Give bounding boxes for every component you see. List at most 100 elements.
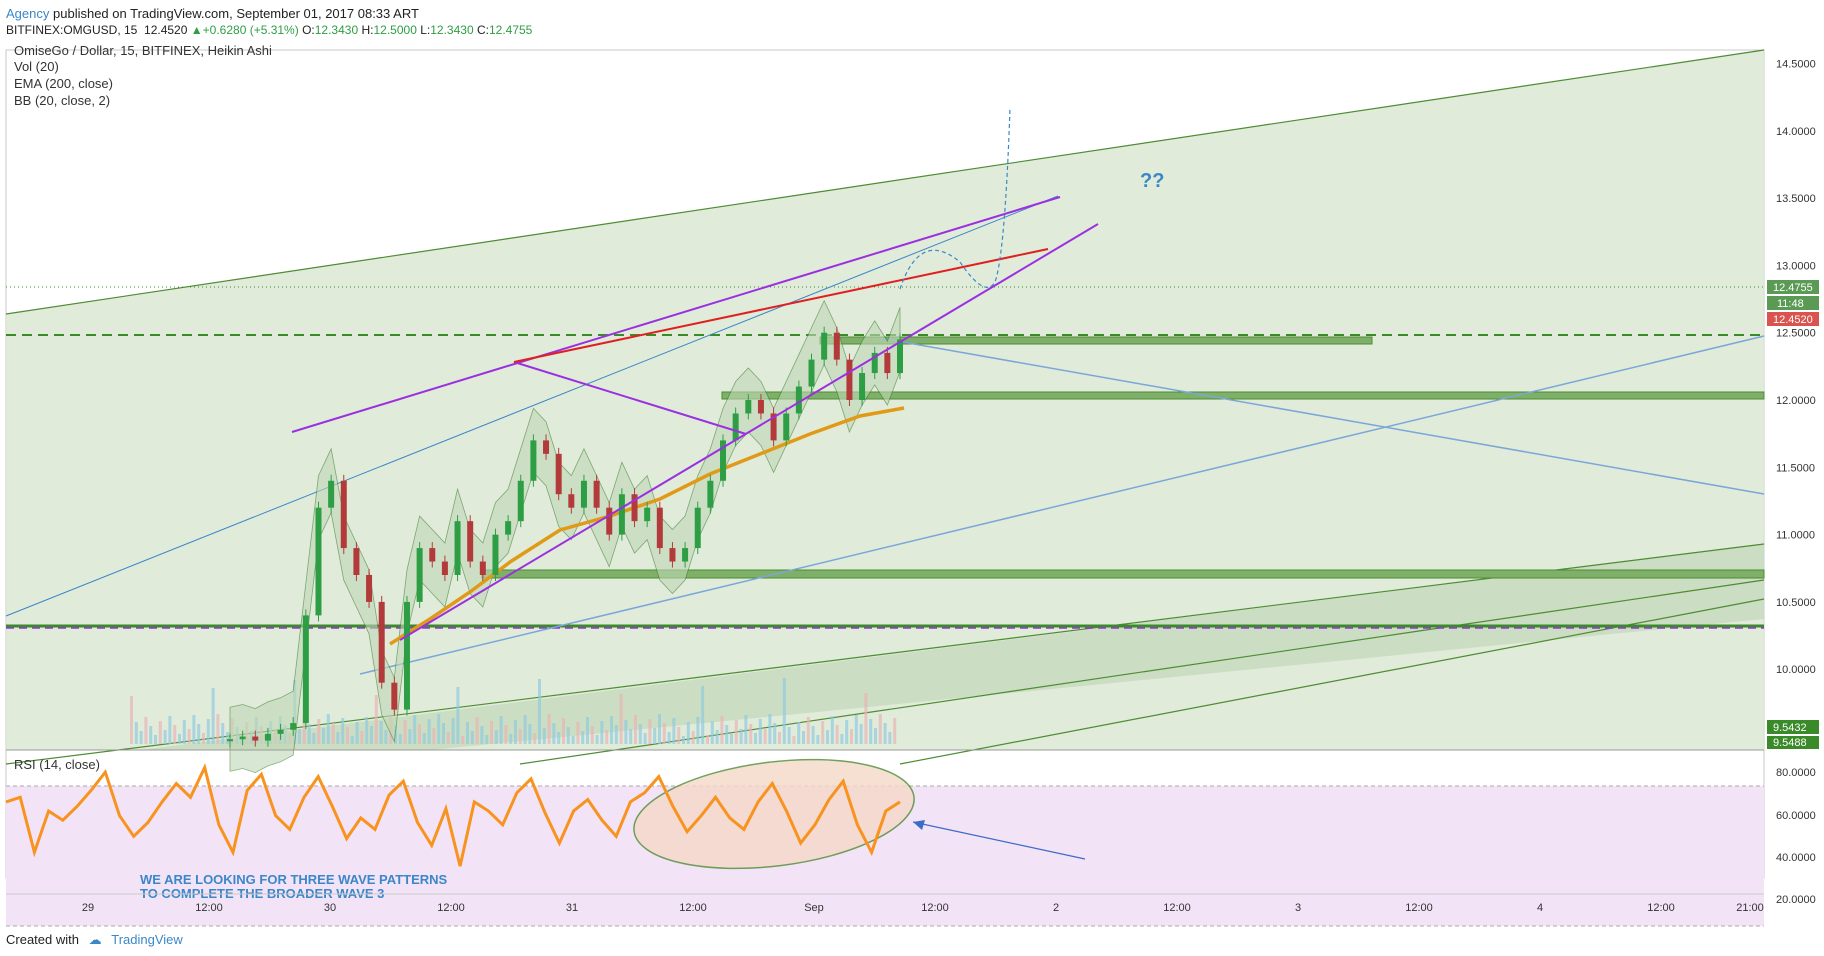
time-tick-14: 21:00 bbox=[1736, 902, 1764, 914]
volume-bar bbox=[768, 714, 772, 744]
trend-line-upper bbox=[5, 49, 1765, 315]
candle-body bbox=[682, 548, 689, 562]
support-zone-2 bbox=[721, 391, 1765, 400]
volume-bar bbox=[494, 730, 498, 744]
volume-bar bbox=[422, 733, 426, 744]
volume-bar bbox=[518, 729, 522, 744]
volume-bar bbox=[888, 732, 892, 744]
volume-bar bbox=[312, 733, 316, 744]
chart-canvas[interactable]: ?? OmiseGo / Dollar, 15, BITFINEX, Heiki… bbox=[0, 44, 1824, 930]
candle-body bbox=[479, 561, 486, 575]
trend-line-lower-a bbox=[5, 543, 1765, 765]
rsi-tick-60: 60.0000 bbox=[1776, 810, 1816, 822]
level-b-badge bbox=[1767, 736, 1819, 749]
publisher-link[interactable]: Agency bbox=[6, 6, 50, 21]
volume-bar bbox=[610, 716, 613, 744]
volume-bar bbox=[509, 734, 513, 744]
candle-body bbox=[429, 548, 436, 562]
price-tick-7: 11.0000 bbox=[1776, 530, 1815, 542]
volume-bar bbox=[725, 725, 729, 744]
volume-bar bbox=[590, 726, 594, 744]
high-label: H: bbox=[361, 23, 374, 37]
close-label: C: bbox=[476, 23, 489, 37]
volume-bar bbox=[830, 716, 834, 744]
rsi-tick-80: 80.0000 bbox=[1776, 767, 1816, 779]
level-b-text: 9.5488 bbox=[1773, 737, 1807, 749]
volume-bar bbox=[360, 731, 364, 744]
volume-bar bbox=[158, 721, 162, 744]
volume-bar bbox=[854, 715, 858, 744]
volume-bar bbox=[816, 735, 820, 744]
candle-body bbox=[846, 359, 853, 400]
candle-body bbox=[694, 507, 701, 549]
volume-bar bbox=[734, 720, 738, 744]
volume-bar bbox=[782, 678, 786, 744]
volume-bar bbox=[197, 724, 201, 744]
candle-body bbox=[757, 400, 764, 414]
candle-body bbox=[808, 359, 815, 387]
candle-body bbox=[543, 440, 550, 454]
time-tick-0: 29 bbox=[82, 902, 94, 914]
candle-body bbox=[783, 413, 790, 441]
volume-bar bbox=[365, 717, 369, 744]
volume-bar bbox=[643, 733, 647, 744]
candle-body bbox=[859, 373, 866, 400]
flag-line bbox=[513, 361, 747, 435]
channel-lower-line bbox=[399, 223, 1099, 641]
candle-body bbox=[833, 332, 840, 360]
volume-bar bbox=[547, 714, 551, 744]
volume-bar bbox=[442, 723, 445, 744]
time-tick-12: 4 bbox=[1537, 902, 1543, 914]
channel-upper-line bbox=[291, 196, 1061, 433]
trend-zone-lower bbox=[140, 544, 1764, 750]
volume-bar bbox=[403, 720, 407, 744]
volume-bar bbox=[336, 732, 340, 744]
close-price-badge bbox=[1767, 280, 1819, 294]
volume-bar bbox=[456, 687, 460, 744]
volume-bar bbox=[317, 719, 321, 744]
volume-bar bbox=[739, 729, 743, 744]
blue-trendline-up bbox=[5, 195, 1059, 617]
volume-bar bbox=[787, 727, 791, 744]
chart-header: Agency published on TradingView.com, Sep… bbox=[0, 0, 1824, 44]
time-tick-13: 12:00 bbox=[1647, 902, 1675, 914]
candle-body bbox=[264, 733, 271, 741]
candle-body bbox=[884, 352, 891, 374]
candle-body bbox=[732, 413, 739, 441]
tradingview-cloud-icon: ☁ bbox=[88, 932, 102, 947]
price-tick-2: 13.5000 bbox=[1776, 193, 1816, 205]
candle-body bbox=[669, 548, 676, 562]
volume-bar bbox=[672, 718, 676, 744]
volume-bar bbox=[446, 732, 450, 744]
published-text: published on TradingView.com, September … bbox=[53, 6, 419, 21]
volume-bar bbox=[470, 731, 474, 744]
rsi-tick-20: 20.0000 bbox=[1776, 894, 1816, 906]
volume-bar bbox=[864, 693, 868, 744]
candle-body bbox=[239, 736, 246, 740]
volume-bar bbox=[178, 734, 181, 744]
open-label: O: bbox=[302, 23, 315, 37]
candle-body bbox=[568, 494, 575, 508]
volume-bar bbox=[418, 724, 421, 744]
candle-body bbox=[505, 521, 512, 535]
candle-body bbox=[644, 507, 651, 522]
volume-bar bbox=[619, 694, 623, 744]
volume-bar bbox=[715, 730, 719, 744]
price-tick-3: 13.0000 bbox=[1776, 260, 1816, 272]
volume-bar bbox=[874, 728, 877, 744]
volume-bar bbox=[542, 728, 546, 744]
volume-bar bbox=[216, 714, 220, 744]
candle-body bbox=[302, 615, 309, 724]
candle-body bbox=[441, 561, 448, 575]
volume-bar bbox=[480, 726, 484, 744]
countdown-text: 11:48 bbox=[1777, 298, 1804, 310]
candle-body bbox=[618, 494, 625, 535]
tradingview-link[interactable]: TradingView bbox=[111, 932, 183, 947]
volume-bar bbox=[758, 719, 762, 744]
volume-bar bbox=[754, 733, 757, 744]
level-a-text: 9.5432 bbox=[1773, 722, 1807, 734]
candle-body bbox=[290, 723, 297, 730]
candle-body bbox=[897, 339, 903, 374]
volume-bar bbox=[811, 726, 815, 744]
volume-bar bbox=[206, 719, 210, 744]
